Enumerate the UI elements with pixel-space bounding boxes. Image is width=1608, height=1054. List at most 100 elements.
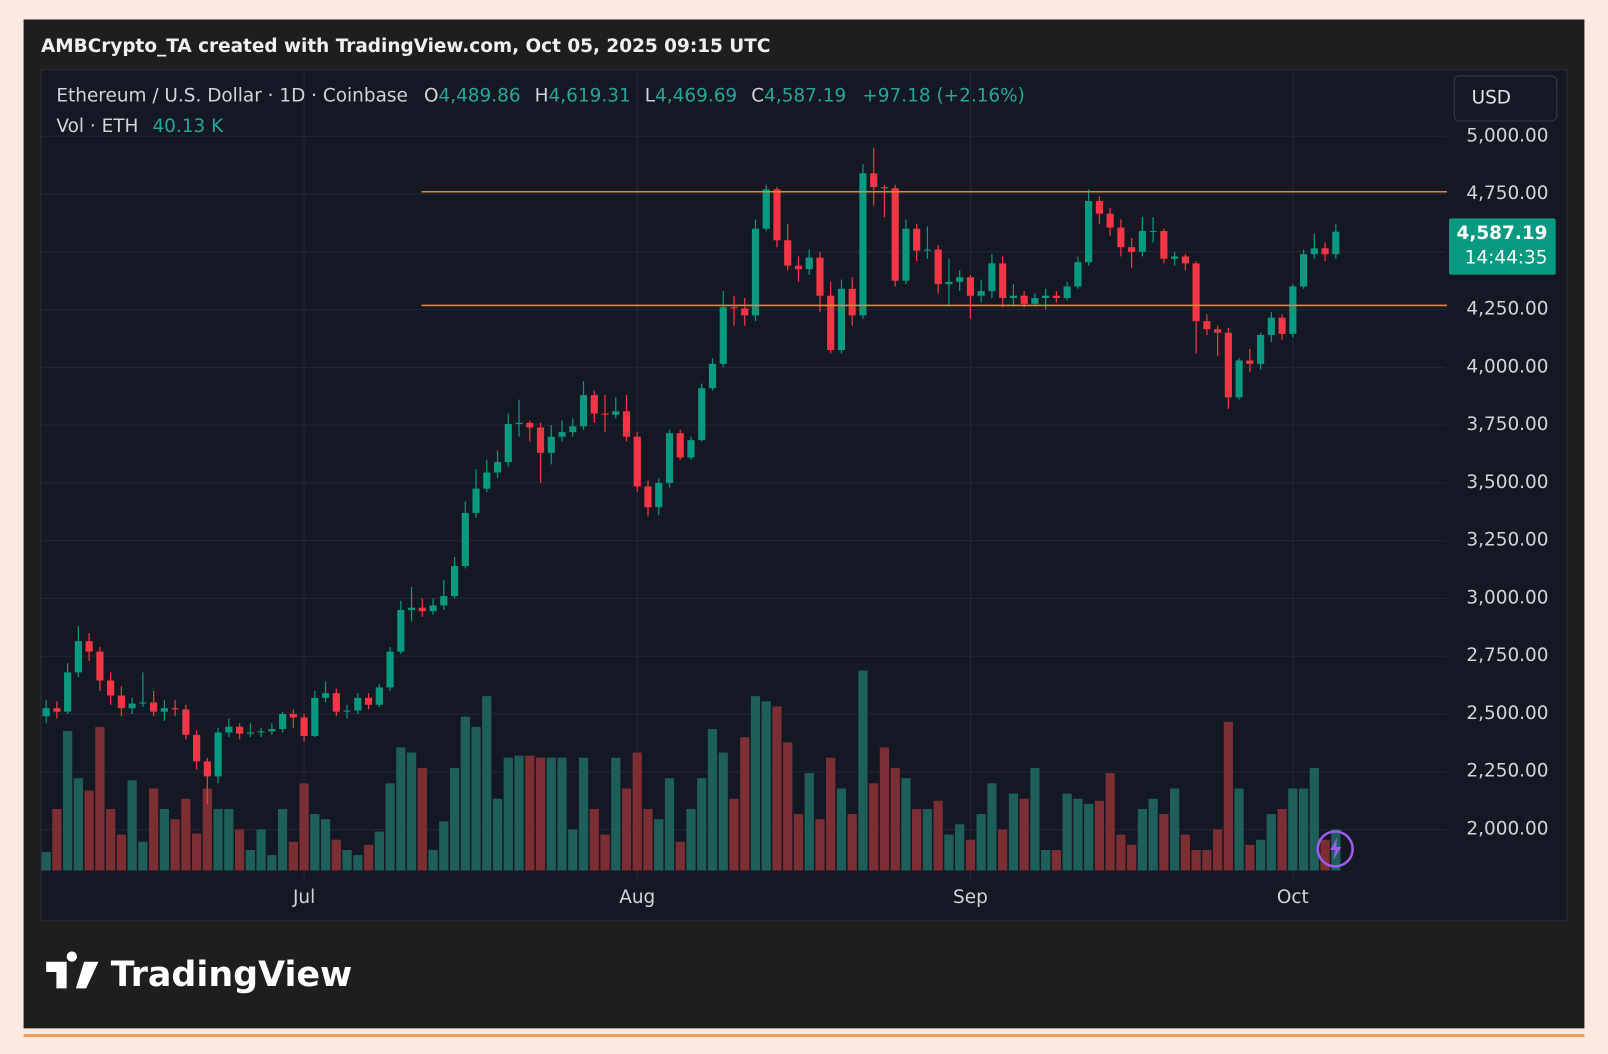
candle-body: [472, 488, 480, 513]
y-tick-label: 4,750.00: [1466, 183, 1548, 204]
candle-body: [966, 277, 975, 296]
volume-bar: [686, 808, 696, 871]
x-tick-label: Aug: [619, 887, 655, 908]
candle-body: [934, 249, 942, 285]
candle-body: [913, 228, 921, 251]
candle-body: [171, 708, 179, 710]
candle-body: [107, 680, 115, 696]
candle-body: [773, 189, 781, 241]
candle-body: [1052, 295, 1060, 299]
assistant-icon[interactable]: [1316, 830, 1354, 868]
volume-bar: [95, 726, 105, 871]
icon-bolt[interactable]: [1330, 837, 1342, 861]
candle-body: [612, 411, 620, 415]
candle-body: [85, 641, 93, 652]
volume-bar: [277, 808, 288, 871]
candle-body: [1299, 254, 1308, 287]
volume-label: Vol · ETH: [56, 116, 138, 137]
candle-body: [354, 697, 362, 711]
volume-value: 40.13 K: [152, 116, 224, 137]
candle-body: [579, 395, 588, 427]
volume-bar: [374, 831, 384, 871]
candle-body: [515, 422, 523, 424]
volume-bar: [310, 814, 320, 871]
y-tick-label: 2,500.00: [1466, 703, 1548, 724]
price-tag: [1449, 218, 1556, 275]
volume-bar: [1320, 839, 1330, 871]
candle-body: [429, 605, 437, 612]
candle-body: [977, 291, 985, 296]
candle-body: [300, 717, 308, 736]
volume-bar: [460, 716, 470, 871]
candle-body: [676, 433, 684, 458]
currency[interactable]: USD: [1472, 87, 1511, 108]
volume-bar: [600, 834, 610, 871]
volume-bar: [568, 829, 578, 871]
volume-bar: [718, 752, 728, 871]
candle-body: [1009, 295, 1017, 299]
volume-bar: [1191, 849, 1201, 871]
volume-bar: [1116, 834, 1126, 871]
volume-bar: [1019, 798, 1029, 871]
volume-bar: [697, 778, 707, 871]
currency-button[interactable]: [1453, 75, 1558, 122]
volume-bar: [1266, 814, 1276, 871]
ohlc-value: 4,619.31: [549, 85, 631, 106]
x-tick-label: Jul: [292, 887, 315, 908]
volume-bar: [331, 839, 341, 871]
candle-body: [848, 288, 856, 316]
icon-ring[interactable]: [1316, 830, 1354, 868]
volume-bar: [428, 849, 438, 871]
candle-body: [397, 609, 405, 652]
volume-bar: [1062, 793, 1072, 871]
volume-bar: [793, 814, 804, 871]
candle-body: [1042, 295, 1050, 299]
volume-bar: [471, 726, 481, 871]
volume-bar: [406, 752, 417, 871]
candle-body: [547, 436, 555, 453]
y-tick-label: 3,500.00: [1466, 472, 1548, 493]
candle-body: [1085, 200, 1093, 263]
y-tick-label: 5,000.00: [1466, 125, 1548, 146]
volume-bar: [503, 757, 513, 871]
volume-bar: [1094, 800, 1105, 871]
ohlc-value: 4,489.86: [438, 85, 520, 106]
volume-bar: [955, 824, 965, 871]
candle-body: [440, 596, 448, 606]
volume-bar: [1030, 767, 1040, 871]
volume-bar: [1180, 834, 1190, 871]
candle-body: [526, 422, 534, 428]
volume-bar: [783, 742, 793, 871]
volume-bar: [202, 788, 212, 871]
volume-bar: [245, 849, 255, 871]
ohlc-label: C: [751, 85, 764, 106]
volume-bar: [1277, 808, 1287, 871]
candle-body: [601, 413, 609, 415]
volume-bar: [224, 808, 234, 871]
candle-body: [236, 726, 244, 734]
volume-bar: [847, 814, 857, 871]
candle-body: [633, 436, 641, 487]
y-tick-label: 4,000.00: [1466, 356, 1548, 377]
volume-bar: [1105, 773, 1115, 871]
volume-bar: [1159, 814, 1169, 871]
price-tag-countdown: 14:44:35: [1465, 247, 1548, 268]
candle-body: [53, 708, 61, 712]
candle-body: [160, 708, 168, 712]
volume-bar: [492, 798, 503, 871]
volume-bar: [858, 670, 868, 871]
candle-body: [74, 641, 82, 673]
volume-bar: [578, 757, 589, 871]
volume-bar: [1255, 839, 1266, 871]
candle-body: [590, 395, 598, 414]
candle-body: [827, 295, 835, 351]
volume-bar: [869, 783, 879, 871]
volume-bar: [63, 731, 73, 871]
y-tick-label: 3,750.00: [1466, 414, 1548, 435]
candle-body: [321, 693, 330, 698]
ohlc-value: 4,469.69: [655, 85, 737, 106]
candle-body: [96, 651, 104, 681]
volume-legend: Vol · ETH 40.13 K: [56, 116, 224, 137]
candle-body: [687, 440, 695, 458]
